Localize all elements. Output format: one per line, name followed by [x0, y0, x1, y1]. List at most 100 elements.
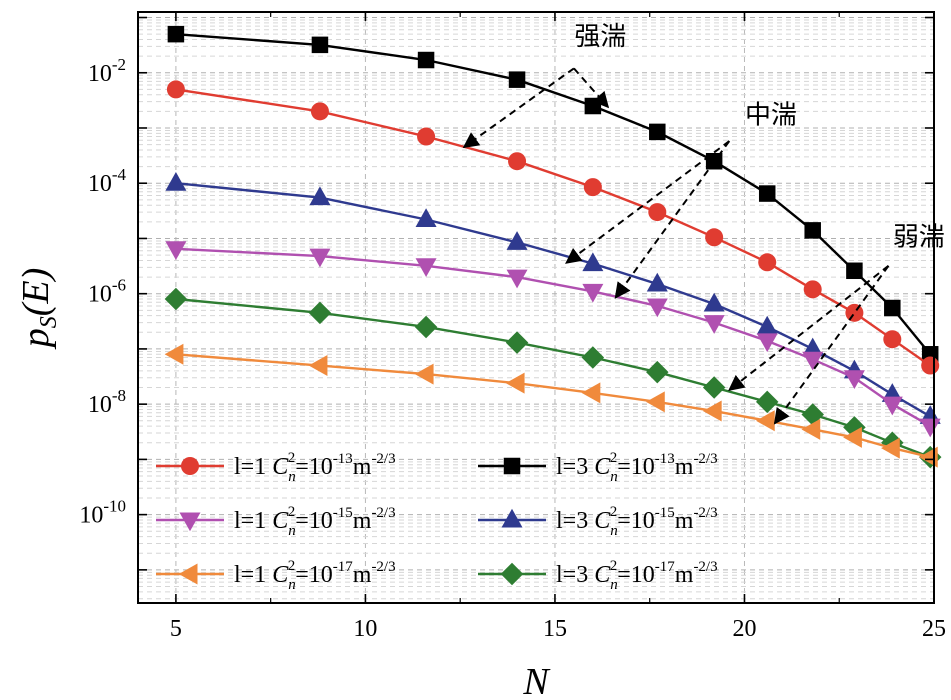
data-point: [884, 299, 901, 317]
data-point: [919, 418, 941, 438]
data-point: [646, 360, 669, 384]
annotation-arrow: [773, 265, 890, 425]
data-point: [310, 102, 329, 121]
data-point: [414, 315, 438, 339]
x-tick-label: 5: [170, 616, 182, 642]
data-point: [506, 269, 528, 289]
data-point: [503, 457, 521, 475]
series-line: [175, 353, 931, 459]
annotation-label: 强湍: [574, 22, 626, 52]
data-point: [584, 97, 602, 115]
x-tick-label: 15: [543, 616, 567, 642]
data-point: [582, 283, 604, 303]
data-point: [167, 25, 185, 43]
data-point: [415, 258, 437, 278]
annotation-arrow: [573, 67, 610, 109]
y-tick-label: 10-6: [88, 276, 126, 308]
x-tick-label: 20: [732, 616, 756, 642]
legend-label: l=3 Cn2=10-17m-2/3: [556, 558, 718, 593]
annotation-arrow: [565, 140, 730, 264]
series-2: [166, 80, 940, 375]
data-point: [705, 228, 724, 247]
data-point: [756, 333, 778, 353]
data-point: [758, 253, 777, 272]
x-tick-label: 10: [353, 616, 377, 642]
legend-entry: l=1 Cn2=10-15m-2/3: [156, 504, 396, 539]
data-point: [801, 418, 821, 440]
data-point: [308, 301, 332, 325]
data-point: [506, 231, 528, 250]
data-point: [846, 262, 863, 280]
annotation-label: 中湍: [745, 101, 797, 131]
data-point: [414, 363, 434, 385]
data-point: [582, 252, 604, 272]
data-point: [843, 426, 862, 448]
data-point: [178, 563, 198, 585]
data-point: [581, 346, 605, 369]
data-point: [703, 292, 725, 312]
legend-entry: l=1 Cn2=10-13m-2/3: [156, 450, 396, 485]
y-axis-title: pS(E): [15, 268, 62, 351]
grid: [138, 12, 935, 603]
series-line: [175, 247, 931, 428]
y-tick-label: 10-8: [88, 386, 126, 418]
data-point: [311, 36, 329, 54]
data-point: [802, 337, 824, 357]
data-point: [500, 562, 524, 586]
y-tick-label: 10-10: [79, 497, 126, 529]
data-point: [508, 152, 527, 171]
data-point: [417, 127, 436, 146]
data-point: [648, 203, 667, 222]
legend-label: l=1 Cn2=10-13m-2/3: [234, 450, 396, 485]
series-3: [165, 171, 941, 424]
data-point: [508, 71, 526, 88]
data-point: [803, 280, 822, 299]
data-point: [583, 178, 602, 197]
legend-entry: l=1 Cn2=10-17m-2/3: [156, 558, 396, 593]
legend-entry: l=3 Cn2=10-15m-2/3: [478, 504, 718, 539]
data-point: [179, 512, 201, 532]
data-point: [309, 248, 331, 268]
data-point: [646, 272, 668, 292]
annotation-arrow: [728, 265, 890, 392]
data-point: [755, 390, 779, 414]
data-point: [165, 241, 187, 261]
data-point: [501, 508, 523, 528]
data-point: [309, 186, 331, 206]
data-point: [845, 303, 864, 322]
data-point: [181, 457, 199, 475]
legend-entry: l=3 Cn2=10-13m-2/3: [478, 450, 718, 485]
legend-label: l=1 Cn2=10-17m-2/3: [234, 558, 396, 593]
data-point: [702, 400, 722, 422]
data-point: [646, 298, 668, 318]
data-point: [308, 355, 328, 377]
series-6: [164, 343, 938, 468]
data-point: [649, 123, 666, 141]
series-1: [167, 25, 939, 363]
annotation-label: 弱湍: [893, 222, 945, 252]
series-line: [175, 182, 931, 418]
data-point: [703, 315, 725, 334]
data-point: [843, 370, 865, 390]
data-point: [505, 372, 525, 394]
data-point: [802, 351, 824, 371]
data-point: [883, 330, 902, 349]
x-tick-label: 25: [922, 616, 946, 642]
data-point: [417, 51, 435, 69]
ticks: 5 10 15 20 25 10-2 10-4 10-6 10-8 10-10: [79, 12, 946, 642]
data-point: [164, 287, 188, 311]
data-point: [505, 331, 529, 354]
data-point: [755, 410, 775, 432]
data-point: [164, 343, 184, 365]
legend-entry: l=3 Cn2=10-17m-2/3: [478, 558, 718, 593]
annotation-arrow: [462, 67, 575, 149]
data-point: [165, 171, 187, 191]
data-point: [166, 80, 185, 99]
y-tick-label: 10-4: [88, 165, 127, 197]
legend: l=1 Cn2=10-13m-2/3 l=3 Cn2=10-13m-2/3 l=1 …: [156, 450, 718, 593]
plot-frame: [137, 11, 935, 604]
x-axis-title: N: [522, 661, 551, 700]
legend-label: l=1 Cn2=10-15m-2/3: [234, 504, 396, 539]
